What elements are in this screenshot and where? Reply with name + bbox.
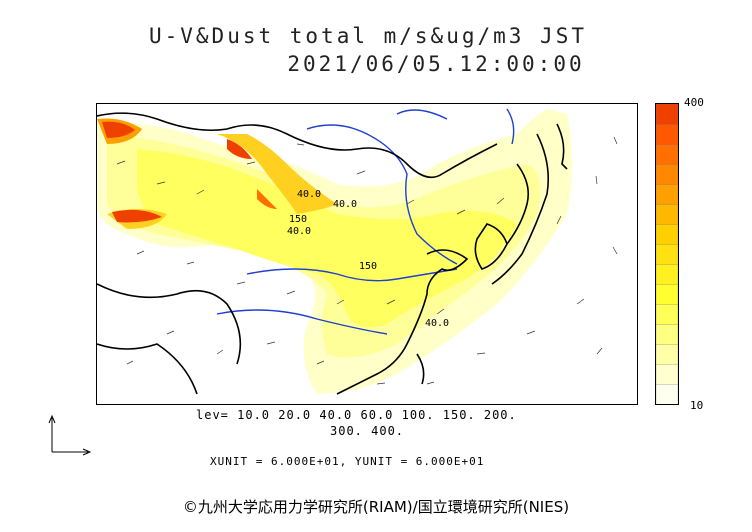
- colorbar-min-label: 10: [690, 399, 704, 412]
- contour-label: 150: [289, 214, 307, 225]
- colorbar-swatch: [655, 203, 679, 225]
- copyright-notice: ©九州大学応用力学研究所(RIAM)/国立環境研究所(NIES): [182, 498, 570, 516]
- colorbar-max-label: 400: [684, 96, 704, 109]
- contour-levels-line1: lev= 10.0 20.0 40.0 60.0 100. 150. 200.: [196, 408, 517, 422]
- colorbar-swatch: [655, 283, 679, 305]
- colorbar-swatch: [655, 303, 679, 325]
- contour-levels-line2: 300. 400.: [330, 424, 405, 438]
- colorbar-swatch: [655, 263, 679, 285]
- contour-label: 150: [359, 261, 377, 272]
- contour-label: 40.0: [287, 226, 311, 237]
- colorbar-swatch: [655, 343, 679, 365]
- borders: [97, 112, 568, 395]
- dust-map: 40.0 40.0 40.0 150 150 40.0: [96, 103, 638, 405]
- axes-icon: [48, 414, 92, 456]
- contour-label: 40.0: [297, 189, 321, 200]
- contour-label: 40.0: [425, 318, 449, 329]
- colorbar-swatch: [655, 163, 679, 185]
- rivers: [216, 108, 515, 335]
- contour-labels: 40.0 40.0 40.0 150 150 40.0: [287, 189, 449, 329]
- map-canvas: 40.0 40.0 40.0 150 150 40.0: [97, 108, 618, 395]
- colorbar-swatch: [655, 143, 679, 165]
- wind-vectors: [116, 136, 618, 385]
- dust-field: [97, 109, 572, 394]
- colorbar-swatch: [655, 363, 679, 385]
- colorbar-swatch: [655, 243, 679, 265]
- vector-units: XUNIT = 6.000E+01, YUNIT = 6.000E+01: [210, 455, 485, 468]
- contour-label: 40.0: [333, 199, 357, 210]
- colorbar-swatch: [655, 323, 679, 345]
- map-title: U-V&Dust total m/s&ug/m3 JST: [148, 24, 587, 48]
- colorbar-strips: [655, 103, 679, 405]
- colorbar-swatch: [655, 223, 679, 245]
- colorbar-swatch: [655, 183, 679, 205]
- colorbar-swatch: [655, 123, 679, 145]
- colorbar: [655, 103, 679, 405]
- colorbar-swatch: [655, 103, 679, 125]
- map-datetime: 2021/06/05.12:00:00: [287, 52, 585, 76]
- colorbar-swatch: [655, 383, 679, 405]
